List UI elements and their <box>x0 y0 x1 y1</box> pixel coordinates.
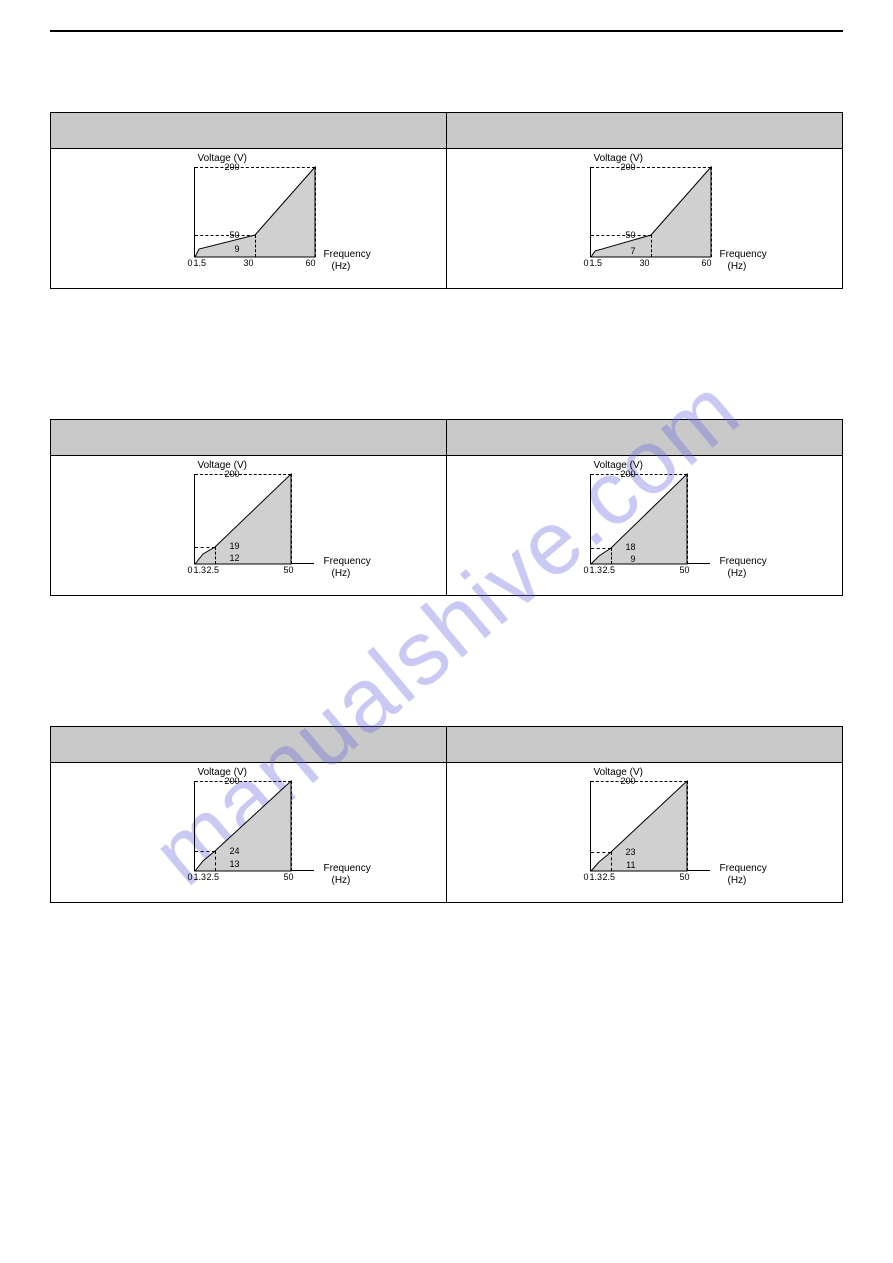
y-label-max: 200 <box>606 777 636 786</box>
y-label-mid: 24 <box>210 847 240 856</box>
y-label-min: 11 <box>606 861 636 870</box>
vf-pattern-table: Voltage (V) 200 19 12 0 1.3 2.5 50 Frequ… <box>50 419 843 596</box>
y-label-min: 9 <box>606 555 636 564</box>
x-label-0: 0 <box>188 566 193 575</box>
x-axis-unit: (Hz) <box>728 875 747 886</box>
dash-v-max <box>315 167 316 257</box>
plot-area <box>590 167 710 257</box>
y-label-max: 200 <box>606 470 636 479</box>
y-label-mid: 23 <box>606 848 636 857</box>
x-label-mid: 2.5 <box>207 566 220 575</box>
tables-container: Voltage (V) 200 50 9 0 1.5 30 60 Frequen… <box>50 112 843 903</box>
x-label-0: 0 <box>188 259 193 268</box>
table-cell-left: Voltage (V) 200 50 9 0 1.5 30 60 Frequen… <box>51 149 447 289</box>
chart-svg <box>591 781 711 871</box>
x-axis-unit: (Hz) <box>728 568 747 579</box>
x-label-mid: 2.5 <box>207 873 220 882</box>
y-label-max: 200 <box>606 163 636 172</box>
table-header-left <box>51 113 447 149</box>
x-axis-title: Frequency <box>324 556 371 567</box>
x-axis-title: Frequency <box>324 863 371 874</box>
x-label-1: 1.5 <box>590 259 603 268</box>
vf-chart: Voltage (V) 200 18 9 0 1.3 2.5 50 Freque… <box>530 460 760 585</box>
dash-v-mid <box>651 235 652 257</box>
dash-v-max <box>687 474 688 564</box>
dash-v-max <box>291 474 292 564</box>
table-header-right <box>447 420 843 456</box>
vf-chart: Voltage (V) 200 19 12 0 1.3 2.5 50 Frequ… <box>134 460 364 585</box>
page-rule <box>50 30 843 32</box>
dash-v-max <box>687 781 688 871</box>
x-label-0: 0 <box>584 873 589 882</box>
vf-chart: Voltage (V) 200 24 13 0 1.3 2.5 50 Frequ… <box>134 767 364 892</box>
x-label-1: 1.3 <box>590 873 603 882</box>
vf-chart: Voltage (V) 200 50 9 0 1.5 30 60 Frequen… <box>134 153 364 278</box>
x-label-max: 50 <box>284 873 294 882</box>
table-cell-right: Voltage (V) 200 18 9 0 1.3 2.5 50 Freque… <box>447 456 843 596</box>
y-label-mid: 19 <box>210 542 240 551</box>
table-cell-right: Voltage (V) 200 50 7 0 1.5 30 60 Frequen… <box>447 149 843 289</box>
x-label-1: 1.3 <box>194 873 207 882</box>
table-cell-right: Voltage (V) 200 23 11 0 1.3 2.5 50 Frequ… <box>447 763 843 903</box>
x-label-max: 50 <box>284 566 294 575</box>
x-label-0: 0 <box>188 873 193 882</box>
x-label-0: 0 <box>584 566 589 575</box>
table-header-right <box>447 727 843 763</box>
table-header-left <box>51 420 447 456</box>
x-label-1: 1.3 <box>194 566 207 575</box>
x-label-max: 50 <box>680 566 690 575</box>
table-header-left <box>51 727 447 763</box>
x-label-1: 1.5 <box>194 259 207 268</box>
dash-v-max <box>291 781 292 871</box>
plot-area <box>194 781 314 871</box>
table-cell-left: Voltage (V) 200 24 13 0 1.3 2.5 50 Frequ… <box>51 763 447 903</box>
x-label-1: 1.3 <box>590 566 603 575</box>
x-label-max: 60 <box>702 259 712 268</box>
table-cell-left: Voltage (V) 200 19 12 0 1.3 2.5 50 Frequ… <box>51 456 447 596</box>
x-label-mid: 30 <box>244 259 254 268</box>
vf-chart: Voltage (V) 200 23 11 0 1.3 2.5 50 Frequ… <box>530 767 760 892</box>
y-label-mid: 50 <box>210 231 240 240</box>
x-label-0: 0 <box>584 259 589 268</box>
x-axis-title: Frequency <box>324 249 371 260</box>
x-axis-title: Frequency <box>720 249 767 260</box>
x-axis-unit: (Hz) <box>332 261 351 272</box>
x-label-mid: 2.5 <box>603 873 616 882</box>
y-label-max: 200 <box>210 163 240 172</box>
y-label-min: 7 <box>606 247 636 256</box>
x-label-mid: 2.5 <box>603 566 616 575</box>
plot-area <box>194 167 314 257</box>
y-label-min: 13 <box>210 860 240 869</box>
y-label-min: 9 <box>210 245 240 254</box>
vf-chart: Voltage (V) 200 50 7 0 1.5 30 60 Frequen… <box>530 153 760 278</box>
chart-svg <box>195 781 315 871</box>
dash-v-max <box>711 167 712 257</box>
dash-v-mid <box>255 235 256 257</box>
x-axis-unit: (Hz) <box>332 875 351 886</box>
y-label-max: 200 <box>210 470 240 479</box>
table-header-right <box>447 113 843 149</box>
y-label-mid: 18 <box>606 543 636 552</box>
x-axis-unit: (Hz) <box>728 261 747 272</box>
y-label-mid: 50 <box>606 231 636 240</box>
x-label-max: 60 <box>306 259 316 268</box>
plot-area <box>590 781 710 871</box>
vf-pattern-table: Voltage (V) 200 50 9 0 1.5 30 60 Frequen… <box>50 112 843 289</box>
y-label-max: 200 <box>210 777 240 786</box>
x-axis-title: Frequency <box>720 863 767 874</box>
x-label-mid: 30 <box>640 259 650 268</box>
x-axis-title: Frequency <box>720 556 767 567</box>
x-label-max: 50 <box>680 873 690 882</box>
vf-pattern-table: Voltage (V) 200 24 13 0 1.3 2.5 50 Frequ… <box>50 726 843 903</box>
y-label-min: 12 <box>210 554 240 563</box>
x-axis-unit: (Hz) <box>332 568 351 579</box>
